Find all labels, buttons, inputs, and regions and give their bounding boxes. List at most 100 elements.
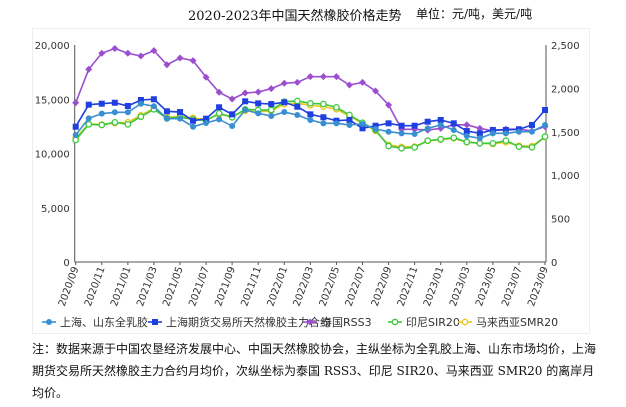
x-tick-label: 2022/09 — [370, 265, 395, 308]
data-point — [320, 100, 327, 108]
left-tick-label: 20,000 — [35, 41, 70, 52]
data-point — [359, 120, 366, 127]
data-point — [98, 121, 106, 129]
data-point — [124, 49, 132, 57]
data-point — [111, 99, 118, 106]
data-point — [502, 137, 510, 145]
data-point — [203, 115, 210, 122]
data-point — [411, 122, 418, 129]
data-point — [72, 132, 79, 139]
data-point — [528, 143, 536, 151]
data-point — [398, 130, 405, 137]
data-point — [372, 122, 379, 129]
data-point — [267, 106, 275, 114]
data-point — [476, 124, 484, 132]
data-point — [345, 81, 353, 89]
data-point — [372, 125, 379, 132]
x-tick-label: 2021/01 — [109, 265, 134, 308]
data-point — [424, 118, 431, 125]
chart-unit: 单位：元/吨，美元/吨 — [416, 7, 533, 21]
data-point — [190, 123, 197, 130]
data-point — [229, 123, 236, 130]
data-point — [72, 136, 80, 144]
data-point — [542, 121, 548, 128]
data-point — [281, 99, 288, 106]
data-point — [437, 116, 444, 123]
data-point — [411, 130, 418, 137]
data-point — [358, 78, 366, 86]
data-point — [150, 96, 157, 103]
data-point — [306, 73, 314, 81]
legend-marker — [152, 319, 158, 325]
data-point — [528, 121, 535, 128]
data-point — [476, 135, 483, 142]
data-point — [150, 103, 157, 110]
data-point — [163, 115, 170, 122]
data-point — [137, 52, 145, 60]
data-point — [541, 133, 549, 141]
data-point — [489, 139, 497, 147]
data-point — [476, 130, 483, 137]
data-point — [307, 116, 314, 123]
data-point — [190, 117, 197, 124]
data-point — [202, 73, 210, 81]
data-point — [346, 111, 353, 119]
data-point — [215, 109, 223, 117]
data-point — [385, 101, 393, 109]
data-point — [346, 121, 353, 128]
x-tick-label: 2021/09 — [213, 265, 238, 308]
data-point — [176, 115, 183, 122]
data-point — [515, 128, 522, 135]
right-tick-label: 1,000 — [551, 171, 580, 182]
data-point — [306, 99, 314, 107]
data-point — [398, 144, 405, 152]
x-tick-label: 2021/05 — [161, 265, 186, 308]
data-point — [98, 110, 105, 117]
data-point — [124, 109, 131, 116]
data-point — [502, 130, 509, 137]
x-tick-label: 2022/05 — [318, 265, 343, 308]
legend-marker — [391, 318, 399, 326]
data-point — [229, 111, 236, 118]
right-tick-label: 2,000 — [551, 84, 580, 95]
data-point — [72, 123, 79, 130]
x-tick-label: 2023/03 — [448, 265, 473, 308]
data-point — [319, 73, 327, 81]
data-point — [242, 106, 249, 113]
chart: 0 5,000 10,000 15,000 20,000 0 500 1,000 1,500 2,… — [35, 41, 580, 329]
data-point — [242, 98, 249, 105]
chart-title: 2020-2023年中国天然橡胶价格走势 — [188, 9, 402, 24]
x-tick-label: 2022/01 — [266, 265, 291, 308]
legend-marker — [46, 319, 52, 325]
data-point — [307, 111, 314, 118]
data-point — [385, 120, 392, 127]
x-tick-label: 2022/11 — [396, 265, 421, 308]
x-tick-label: 2020/11 — [83, 265, 108, 308]
data-point — [294, 111, 301, 118]
data-point — [293, 97, 301, 105]
data-point — [437, 135, 445, 143]
data-point — [489, 130, 496, 137]
data-point — [424, 137, 432, 145]
x-tick-label: 2020/09 — [57, 265, 82, 308]
data-point — [450, 126, 457, 133]
data-point — [267, 85, 275, 93]
x-tick-label: 2021/03 — [135, 265, 160, 308]
data-point — [111, 44, 119, 52]
data-point — [98, 100, 105, 107]
data-point — [385, 142, 392, 150]
data-point — [137, 100, 144, 107]
data-point — [255, 100, 262, 107]
data-point — [463, 133, 470, 140]
data-point — [411, 143, 418, 151]
legend-label: 印尼SIR20 — [406, 316, 460, 329]
data-point — [111, 118, 119, 126]
legend-marker — [461, 318, 469, 326]
series-line — [75, 102, 546, 148]
right-tick-label: 500 — [551, 215, 570, 226]
data-point — [72, 99, 80, 107]
chart-frame — [32, 28, 590, 334]
data-point — [268, 101, 275, 108]
data-point — [450, 134, 458, 142]
data-point — [228, 95, 236, 103]
